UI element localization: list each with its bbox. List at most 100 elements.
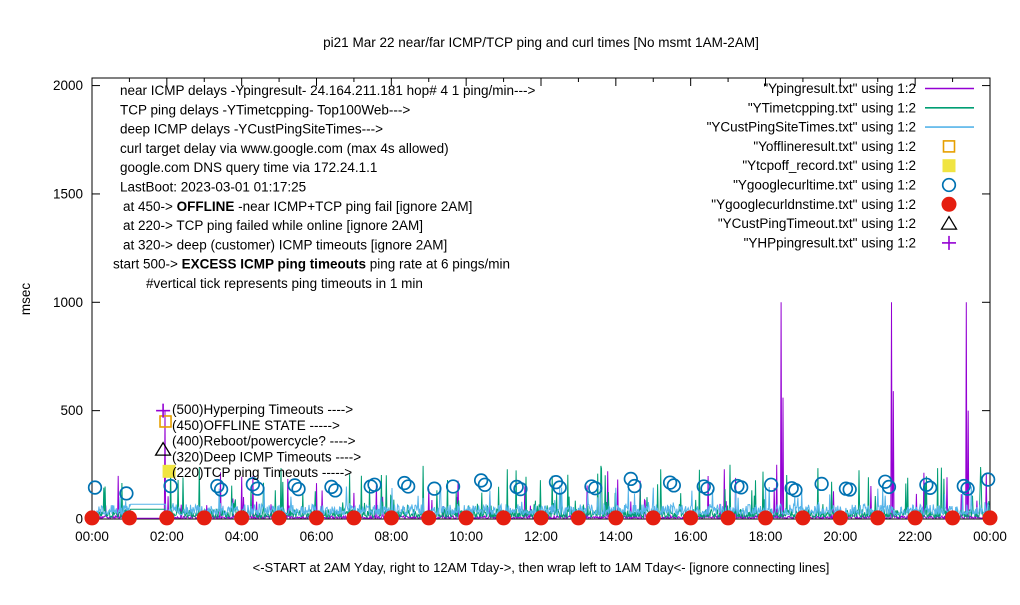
open-circle-marker bbox=[922, 480, 938, 495]
open-circle-marker bbox=[287, 478, 302, 493]
x-tick-label: 22:00 bbox=[898, 529, 932, 544]
open-circle-marker bbox=[734, 480, 749, 495]
info-line: TCP ping delays -YTimetcpping- Top100Web… bbox=[120, 102, 410, 117]
filled-circle-marker bbox=[945, 510, 961, 526]
open-triangle-marker bbox=[940, 215, 958, 230]
open-circle-marker bbox=[513, 481, 528, 497]
info-line: #vertical tick represents ping timeouts … bbox=[146, 276, 423, 291]
filled-square-marker bbox=[162, 464, 176, 478]
threshold-label: (500)Hyperping Timeouts ----> bbox=[172, 402, 353, 417]
open-circle-marker bbox=[941, 177, 957, 193]
filled-circle-marker bbox=[271, 510, 287, 526]
filled-circle-marker bbox=[720, 510, 736, 526]
open-circle-marker bbox=[627, 478, 642, 494]
filled-circle-marker bbox=[941, 196, 957, 212]
chart-title: pi21 Mar 22 near/far ICMP/TCP ping and c… bbox=[323, 35, 759, 50]
filled-circle-marker bbox=[795, 510, 811, 526]
open-circle-marker bbox=[788, 483, 803, 498]
open-circle-marker bbox=[250, 481, 265, 496]
legend-label-yofflineresult: "Yofflineresult.txt" using 1:2 bbox=[753, 139, 916, 154]
filled-circle-marker bbox=[683, 510, 699, 526]
threshold-label: (450)OFFLINE STATE -----> bbox=[172, 418, 340, 433]
filled-circle-marker bbox=[758, 510, 773, 526]
open-circle-marker bbox=[328, 483, 343, 498]
open-circle-marker bbox=[367, 477, 382, 492]
info-line: at 220-> TCP ping failed while online [i… bbox=[123, 218, 423, 233]
filled-circle-marker bbox=[121, 510, 137, 526]
open-circle-marker bbox=[210, 478, 225, 494]
legend-label-ypingresult: "Ypingresult.txt" using 1:2 bbox=[763, 81, 916, 96]
x-tick-label: 20:00 bbox=[823, 529, 857, 544]
series-points-yhppingresult bbox=[156, 403, 171, 418]
filled-circle-marker bbox=[496, 510, 512, 526]
x-tick-label: 02:00 bbox=[150, 529, 184, 544]
filled-circle-marker bbox=[645, 510, 661, 526]
series-points-ycustpingtimeout bbox=[154, 441, 172, 456]
series-points-ytcpoff_record bbox=[162, 464, 176, 478]
open-circle-marker bbox=[666, 478, 681, 493]
x-tick-label: 08:00 bbox=[374, 529, 408, 544]
series-points-ygooglecurldnstime bbox=[84, 510, 998, 526]
filled-circle-marker bbox=[383, 510, 399, 526]
open-circle-marker bbox=[960, 481, 975, 496]
open-circle-marker bbox=[956, 478, 971, 494]
filled-circle-marker bbox=[458, 510, 474, 526]
filled-circle-marker bbox=[421, 510, 437, 526]
legend-label-ytimetcpping: "YTimetcpping.txt" using 1:2 bbox=[748, 100, 916, 115]
x-tick-label: 14:00 bbox=[599, 529, 633, 544]
plot-area: 00:00 02:00 04:00 06:00 08:00 10:00 12:00 14:00… bbox=[53, 77, 1007, 544]
filled-circle-marker bbox=[309, 510, 324, 526]
open-circle-marker bbox=[427, 481, 442, 496]
info-line: at 450-> OFFLINE -near ICMP+TCP ping fai… bbox=[123, 199, 472, 214]
open-circle-marker bbox=[588, 481, 603, 496]
open-circle-marker bbox=[291, 481, 306, 497]
open-circle-marker bbox=[662, 475, 678, 490]
legend: "Ypingresult.txt" using 1:2 "YTimetcpping… bbox=[707, 81, 974, 250]
legend-label-ygooglecurldnstime: "Ygooglecurldnstime.txt" using 1:2 bbox=[711, 197, 916, 212]
filled-circle-marker bbox=[570, 510, 586, 526]
info-line: LastBoot: 2023-03-01 01:17:25 bbox=[120, 180, 306, 195]
legend-label-ygooglecurltime: "Ygooglecurltime.txt" using 1:2 bbox=[733, 178, 916, 193]
filled-square-marker bbox=[942, 159, 956, 173]
open-circle-marker bbox=[213, 482, 229, 497]
filled-circle-marker bbox=[84, 510, 100, 526]
open-circle-marker bbox=[700, 481, 715, 496]
x-tick-label: 10:00 bbox=[449, 529, 483, 544]
open-circle-marker bbox=[763, 477, 779, 492]
threshold-label: (320)Deep ICMP Timeouts ----> bbox=[172, 449, 361, 464]
filled-circle-marker bbox=[982, 510, 998, 526]
plus-marker bbox=[942, 235, 956, 250]
x-tick-label: 12:00 bbox=[524, 529, 558, 544]
legend-label-yhppingresult: "YHPpingresult.txt" using 1:2 bbox=[744, 235, 916, 250]
info-line: deep ICMP delays -YCustPingSiteTimes---> bbox=[120, 122, 383, 137]
open-circle-marker bbox=[87, 480, 103, 495]
filled-circle-marker bbox=[234, 510, 250, 526]
x-tick-label: 06:00 bbox=[300, 529, 334, 544]
info-line: curl target delay via www.google.com (ma… bbox=[120, 141, 449, 156]
open-circle-marker bbox=[881, 479, 897, 495]
open-circle-marker bbox=[477, 477, 493, 492]
threshold-labels: (500)Hyperping Timeouts ---->(450)OFFLIN… bbox=[172, 402, 361, 480]
open-circle-marker bbox=[919, 477, 934, 492]
open-circle-marker bbox=[980, 472, 996, 487]
y-tick-label: 0 bbox=[75, 512, 83, 527]
filled-circle-marker bbox=[832, 510, 848, 526]
open-circle-marker bbox=[552, 480, 567, 495]
info-block: near ICMP delays -Ypingresult- 24.164.21… bbox=[113, 83, 535, 291]
open-square-marker bbox=[159, 415, 172, 428]
open-circle-marker bbox=[445, 479, 461, 494]
filled-circle-marker bbox=[907, 510, 923, 526]
open-circle-marker bbox=[401, 479, 416, 494]
x-tick-label: 16:00 bbox=[674, 529, 708, 544]
x-axis-label: <-START at 2AM Yday, right to 12AM Tday-… bbox=[253, 560, 830, 575]
open-circle-marker bbox=[814, 476, 829, 492]
filled-circle-marker bbox=[196, 510, 212, 526]
open-circle-marker bbox=[163, 478, 178, 494]
y-tick-label: 500 bbox=[60, 403, 83, 418]
filled-circle-marker bbox=[533, 510, 549, 526]
open-circle-marker bbox=[623, 471, 638, 487]
legend-label-ycustpingsitetimes: "YCustPingSiteTimes.txt" using 1:2 bbox=[707, 120, 916, 135]
filled-circle-marker bbox=[608, 510, 624, 526]
open-circle-marker bbox=[245, 477, 261, 492]
